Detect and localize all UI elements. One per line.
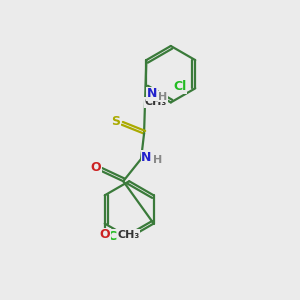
Text: O: O (90, 161, 101, 174)
Text: O: O (99, 228, 110, 242)
Text: H: H (153, 155, 162, 165)
Text: N: N (141, 151, 152, 164)
Text: H: H (158, 92, 168, 102)
Text: Cl: Cl (173, 80, 186, 93)
Text: CH₃: CH₃ (144, 98, 166, 107)
Text: N: N (147, 87, 157, 101)
Text: CH₃: CH₃ (117, 230, 140, 240)
Text: S: S (111, 115, 120, 128)
Text: Cl: Cl (108, 230, 121, 243)
